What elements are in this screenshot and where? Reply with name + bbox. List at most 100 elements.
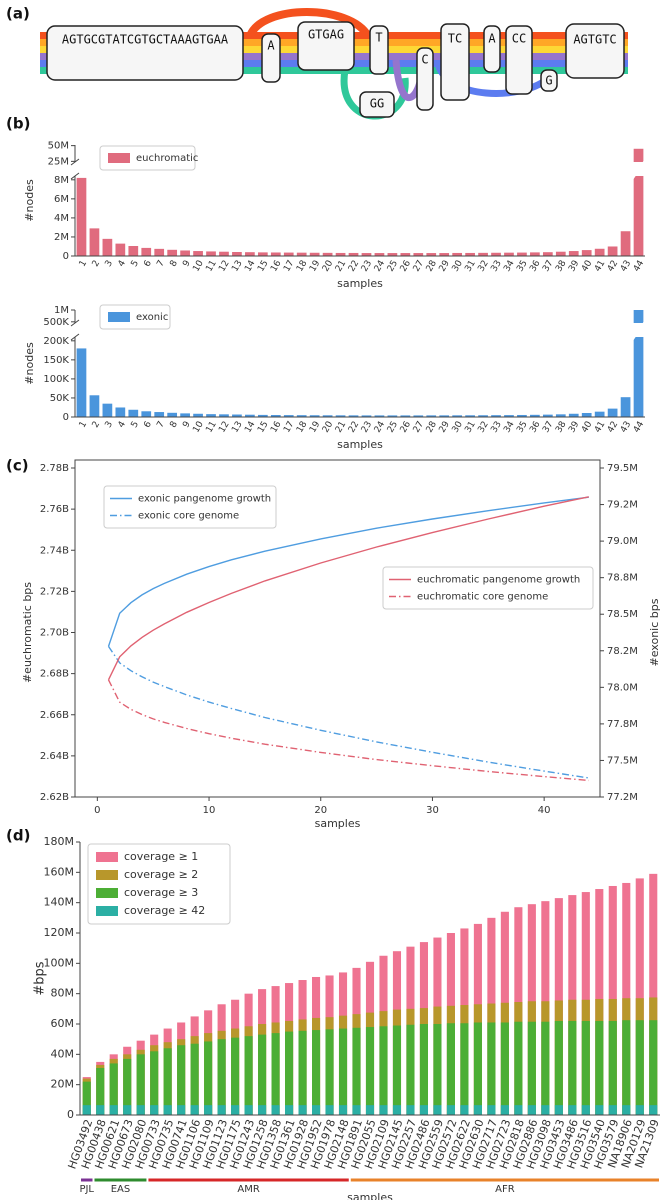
bar bbox=[491, 415, 501, 417]
group-label: EAS bbox=[111, 1184, 131, 1195]
x-tick-label: 23 bbox=[360, 420, 374, 435]
x-tick-label: 16 bbox=[269, 259, 284, 274]
bar bbox=[141, 411, 152, 417]
bar bbox=[595, 1105, 604, 1115]
panel-label: (b) bbox=[6, 115, 30, 133]
line bbox=[107, 679, 589, 782]
y-tick-label: 60M bbox=[51, 1017, 75, 1030]
bar bbox=[136, 1054, 145, 1115]
x-tick-label: 9 bbox=[181, 420, 193, 430]
y-tick-label: 40M bbox=[51, 1047, 75, 1060]
legend-box bbox=[382, 566, 594, 610]
group-label: AMR bbox=[237, 1184, 259, 1195]
x-tick-label: 23 bbox=[360, 259, 374, 274]
x-tick-label: 5 bbox=[130, 420, 142, 430]
x-tick-label: 0 bbox=[94, 805, 100, 816]
x-tick-label: 38 bbox=[554, 259, 569, 274]
bar bbox=[635, 1105, 644, 1115]
y2-tick-label: 77.2M bbox=[607, 792, 638, 803]
bar bbox=[109, 1105, 118, 1115]
bar bbox=[554, 1105, 563, 1115]
x-tick-label: 14 bbox=[243, 420, 258, 435]
bar bbox=[633, 148, 644, 162]
bar bbox=[607, 408, 618, 417]
bar bbox=[374, 253, 385, 256]
line bbox=[107, 646, 589, 779]
bar bbox=[649, 873, 658, 1115]
bar bbox=[413, 415, 424, 417]
bar bbox=[193, 251, 203, 256]
bar bbox=[128, 246, 139, 256]
legend-label: euchromatic core genome bbox=[417, 592, 548, 603]
bar bbox=[283, 252, 294, 256]
bar bbox=[608, 1020, 617, 1115]
node-label: GG bbox=[370, 97, 384, 111]
bar bbox=[298, 1105, 307, 1115]
x-tick-label: 22 bbox=[347, 420, 361, 435]
bar bbox=[530, 414, 540, 417]
bar bbox=[270, 252, 281, 256]
bar bbox=[555, 414, 566, 417]
y-tick-label: 20M bbox=[51, 1078, 75, 1091]
y-tick-label: 150K bbox=[43, 355, 69, 366]
x-axis-label: samples bbox=[347, 1191, 393, 1200]
bar bbox=[232, 414, 242, 417]
bar bbox=[154, 248, 165, 256]
bar bbox=[335, 252, 346, 256]
bar bbox=[204, 1041, 213, 1115]
y-tick-label: 4M bbox=[54, 213, 69, 224]
bar bbox=[206, 251, 216, 256]
bar bbox=[271, 1033, 280, 1115]
y-tick-label: 25M bbox=[48, 156, 69, 167]
bar bbox=[635, 878, 644, 1115]
bar bbox=[338, 1105, 348, 1115]
bar bbox=[167, 412, 178, 417]
bar bbox=[541, 1105, 550, 1115]
bar bbox=[82, 1081, 91, 1115]
bar bbox=[500, 1022, 509, 1115]
bar bbox=[206, 414, 216, 417]
bar bbox=[542, 252, 553, 256]
x-tick-label: 20 bbox=[321, 259, 336, 274]
x-tick-label: 6 bbox=[142, 259, 154, 269]
x-tick-label: 34 bbox=[502, 420, 517, 435]
x-tick-label: 15 bbox=[256, 259, 270, 274]
legend-swatch bbox=[108, 312, 130, 322]
x-tick-label: 17 bbox=[282, 420, 296, 435]
y-tick-label: 2.70B bbox=[40, 628, 69, 639]
bar bbox=[413, 253, 424, 256]
bar bbox=[487, 1022, 496, 1115]
bar bbox=[620, 231, 631, 256]
line bbox=[107, 496, 589, 647]
bar bbox=[426, 253, 437, 256]
bar bbox=[271, 1105, 280, 1115]
bar bbox=[473, 1022, 482, 1115]
x-tick-label: 31 bbox=[463, 259, 477, 274]
bar bbox=[439, 253, 450, 256]
bar bbox=[150, 1105, 159, 1115]
bar bbox=[406, 1024, 415, 1115]
bar bbox=[594, 248, 605, 256]
bar bbox=[568, 1020, 577, 1115]
x-tick-label: 35 bbox=[515, 420, 529, 435]
x-tick-label: 14 bbox=[243, 259, 258, 274]
bar bbox=[555, 251, 566, 256]
bar bbox=[514, 1105, 523, 1115]
node bbox=[505, 25, 533, 95]
bar bbox=[581, 1020, 590, 1115]
x-tick-label: 12 bbox=[217, 420, 231, 435]
y-tick-label: 2.72B bbox=[40, 586, 69, 597]
bar bbox=[387, 253, 398, 256]
bar bbox=[150, 1051, 159, 1115]
legend-label: coverage ≥ 42 bbox=[124, 904, 205, 917]
x-tick-label: 41 bbox=[593, 259, 607, 274]
legend-label: euchromatic bbox=[136, 153, 198, 164]
y-tick-label: 1M bbox=[54, 305, 69, 316]
bar bbox=[460, 1105, 469, 1115]
x-tick-label: 10 bbox=[191, 420, 206, 435]
y-tick-label: 50K bbox=[50, 393, 70, 404]
bar bbox=[270, 415, 281, 417]
x-tick-label: 15 bbox=[256, 420, 270, 435]
bar bbox=[312, 1105, 321, 1115]
node bbox=[369, 25, 389, 75]
